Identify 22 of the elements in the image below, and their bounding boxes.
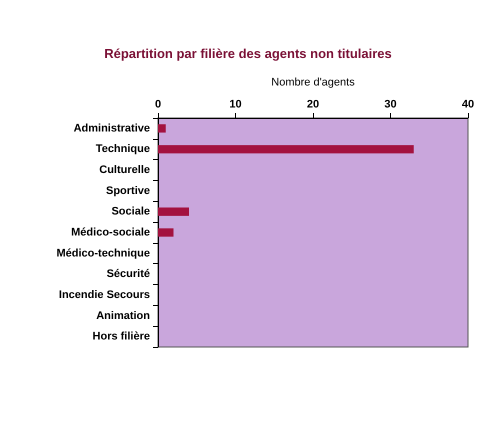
x-tick-label: 20 — [306, 98, 320, 110]
y-tick-label: Technique — [96, 143, 150, 156]
y-tick-label: Hors filière — [92, 330, 150, 343]
y-tick-label: Médico-technique — [56, 247, 150, 260]
x-tick-label: 0 — [154, 98, 162, 110]
y-tick-label: Culturelle — [99, 164, 150, 176]
x-tick-label: 10 — [229, 98, 242, 110]
y-tick-label: Administrative — [74, 122, 150, 134]
bar — [158, 124, 166, 133]
bar — [158, 228, 174, 237]
x-tick-label: 40 — [462, 98, 474, 110]
chart-title: Répartition par filière des agents non titulaires — [104, 46, 392, 61]
x-tick-label: 30 — [384, 98, 397, 110]
y-tick-label: Médico-sociale — [71, 226, 150, 238]
y-tick-label: Sécurité — [106, 268, 150, 280]
bar — [158, 208, 189, 216]
y-tick-label: Sociale — [111, 206, 150, 218]
bar — [158, 145, 414, 154]
y-tick-label: Sportive — [106, 184, 150, 197]
y-tick-label: Incendie Secours — [58, 288, 150, 301]
y-tick-label: Animation — [96, 310, 150, 322]
x-axis-title: Nombre d'agents — [271, 76, 356, 88]
